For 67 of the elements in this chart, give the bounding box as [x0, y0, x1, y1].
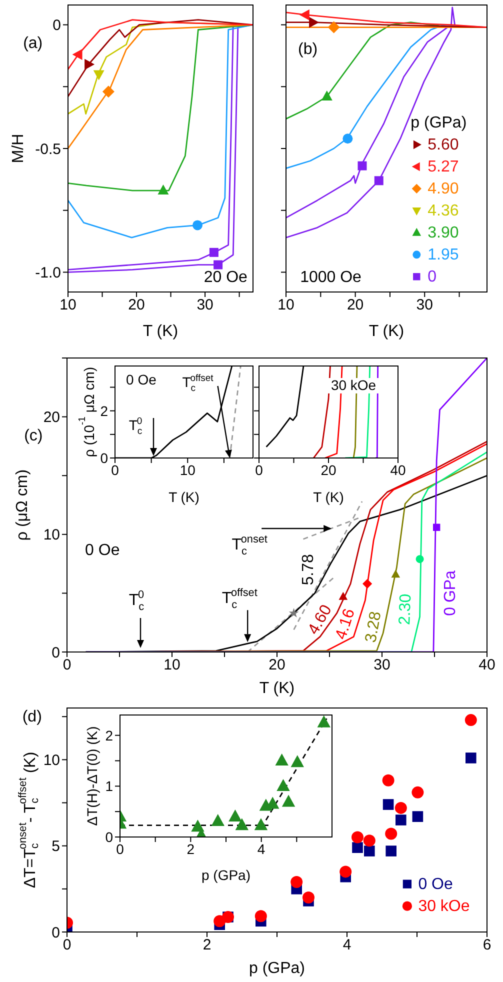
x-axis-title: p (GPa): [201, 867, 251, 883]
text: 4.16: [332, 606, 358, 642]
x-tick-label: 0: [116, 840, 124, 857]
x-tick-label: 6: [482, 936, 492, 954]
legend-label: 4.90: [428, 180, 459, 198]
y-axis-title: ΔT(H)-ΔT(0) (K): [84, 726, 100, 826]
annotation: 30 kOe: [330, 376, 376, 393]
annotation: 20 Oe: [204, 268, 248, 286]
legend-label: 5.60: [428, 136, 459, 154]
text: (a): [23, 35, 43, 52]
y-tick-label: 0: [52, 644, 60, 662]
x-tick-label: 4: [342, 936, 352, 954]
x-axis-title: p (GPa): [248, 960, 306, 977]
x-tick-label: 20: [346, 296, 364, 314]
legend-label: 4.36: [428, 202, 459, 220]
x-tick-label: 4: [257, 840, 266, 857]
x-tick-label: 2: [202, 936, 212, 954]
y-tick-label: 1: [105, 778, 114, 794]
x-tick-label: 2: [186, 840, 195, 857]
text: 0 GPa: [442, 570, 459, 616]
legend-title: p (GPa): [410, 114, 467, 132]
y-tick-label: 0: [52, 924, 60, 942]
annotation: 0 Oe: [85, 542, 120, 559]
legend-label: 1.95: [428, 246, 459, 264]
x-tick-label: 10: [278, 296, 294, 314]
text: (d): [22, 708, 42, 726]
y-tick-label: 2: [100, 402, 108, 419]
x-tick-label: 10: [164, 656, 180, 674]
x-tick-label: 20: [268, 656, 286, 674]
x-axis-title: T (K): [259, 680, 295, 697]
legend-label: 0: [428, 268, 437, 286]
x-axis-title: T (K): [168, 489, 200, 505]
y-tick-label: 20: [43, 409, 60, 426]
text: 2.30: [396, 593, 414, 626]
y-tick-label: 0: [100, 450, 108, 466]
x-axis-title: T (K): [313, 489, 344, 505]
annotation: 0 Oe: [126, 371, 157, 388]
x-axis-title: T (K): [142, 323, 178, 340]
text: 5.78: [300, 554, 317, 586]
x-tick-label: 40: [478, 656, 496, 674]
x-tick-label: 30: [374, 656, 390, 674]
y-tick-label: 5: [52, 838, 60, 856]
annotation: 1000 Oe: [300, 268, 362, 286]
x-tick-label: 10: [180, 462, 196, 478]
x-tick-label: 0: [255, 462, 264, 478]
y-tick-label: -0.5: [35, 140, 61, 158]
x-axis-title: T (K): [368, 323, 404, 340]
legend-label: 3.90: [428, 224, 459, 242]
x-tick-label: 40: [390, 462, 406, 478]
y-tick-label: -1.0: [35, 264, 61, 282]
x-tick-label: 20: [128, 296, 145, 314]
y-tick-label: 10: [43, 526, 60, 544]
y-tick-label: 0: [105, 828, 114, 845]
legend-label: 5.27: [428, 158, 459, 176]
x-tick-label: 20: [320, 462, 336, 478]
annotation: (b): [298, 40, 318, 58]
x-tick-label: 30: [416, 296, 433, 314]
y-tick-label: 10: [43, 752, 60, 770]
y-axis-title: M/H: [10, 134, 26, 164]
y-tick-label: 0: [52, 17, 61, 34]
legend-label: 30 kOe: [418, 898, 470, 915]
text: (c): [24, 427, 43, 444]
x-tick-label: 30: [196, 296, 214, 314]
y-axis-title: ρ (μΩ cm): [14, 469, 30, 541]
legend-label: 0 Oe: [418, 876, 453, 893]
y-tick-label: 2: [105, 727, 114, 744]
text: 3.28: [362, 610, 384, 644]
